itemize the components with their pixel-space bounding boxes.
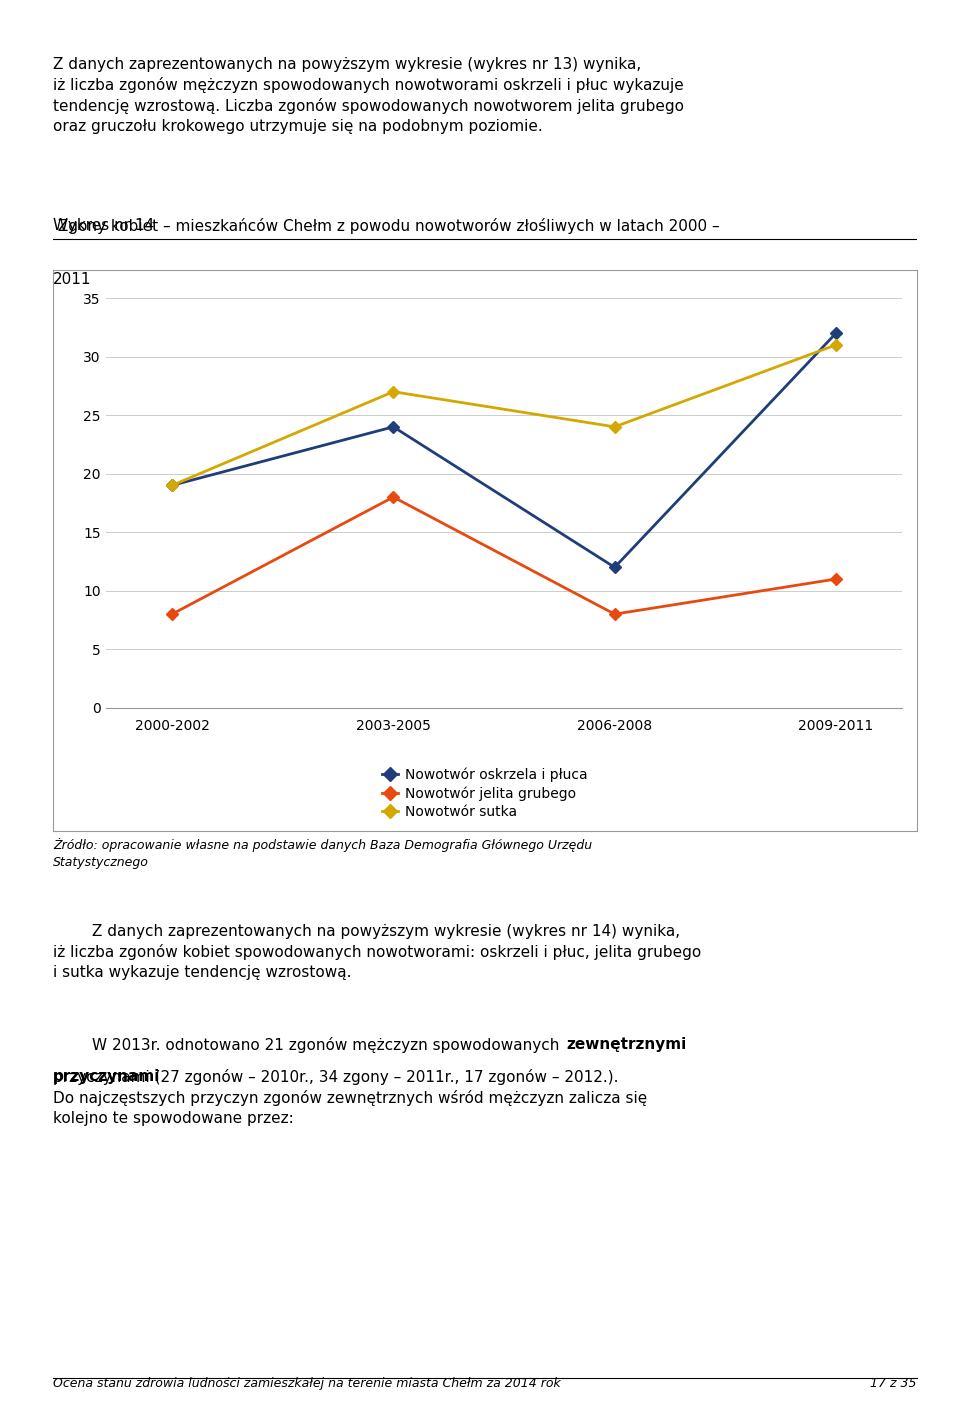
Text: Wykres nr 14: Wykres nr 14	[53, 217, 154, 233]
Text: Zgony kobiet – mieszkańców Chełm z powodu nowotworów złośliwych w latach 2000 –: Zgony kobiet – mieszkańców Chełm z powod…	[53, 217, 719, 234]
Legend: Nowotwór oskrzela i płuca, Nowotwór jelita grubego, Nowotwór sutka: Nowotwór oskrzela i płuca, Nowotwór jeli…	[382, 767, 588, 818]
Text: Z danych zaprezentowanych na powyższym wykresie (wykres nr 13) wynika,
iż liczba: Z danych zaprezentowanych na powyższym w…	[53, 57, 684, 134]
Text: 17 z 35: 17 z 35	[871, 1377, 917, 1390]
Text: Ocena stanu zdrowia ludności zamieszkałej na terenie miasta Chełm za 2014 rok: Ocena stanu zdrowia ludności zamieszkałe…	[53, 1377, 561, 1390]
Text: przyczynami (27 zgonów – 2010r., 34 zgony – 2011r., 17 zgonów – 2012.).
Do najcz: przyczynami (27 zgonów – 2010r., 34 zgon…	[53, 1069, 647, 1125]
Text: W 2013r. odnotowano 21 zgonów mężczyzn spowodowanych: W 2013r. odnotowano 21 zgonów mężczyzn s…	[53, 1037, 564, 1053]
Text: zewnętrznymi: zewnętrznymi	[566, 1037, 686, 1053]
Text: 2011: 2011	[53, 273, 91, 287]
Text: Z danych zaprezentowanych na powyższym wykresie (wykres nr 14) wynika,
iż liczba: Z danych zaprezentowanych na powyższym w…	[53, 924, 701, 979]
Text: Żródło: opracowanie własne na podstawie danych Baza Demografia Głównego Urzędu
S: Żródło: opracowanie własne na podstawie …	[53, 838, 592, 870]
Text: przyczynami: przyczynami	[53, 1069, 160, 1084]
